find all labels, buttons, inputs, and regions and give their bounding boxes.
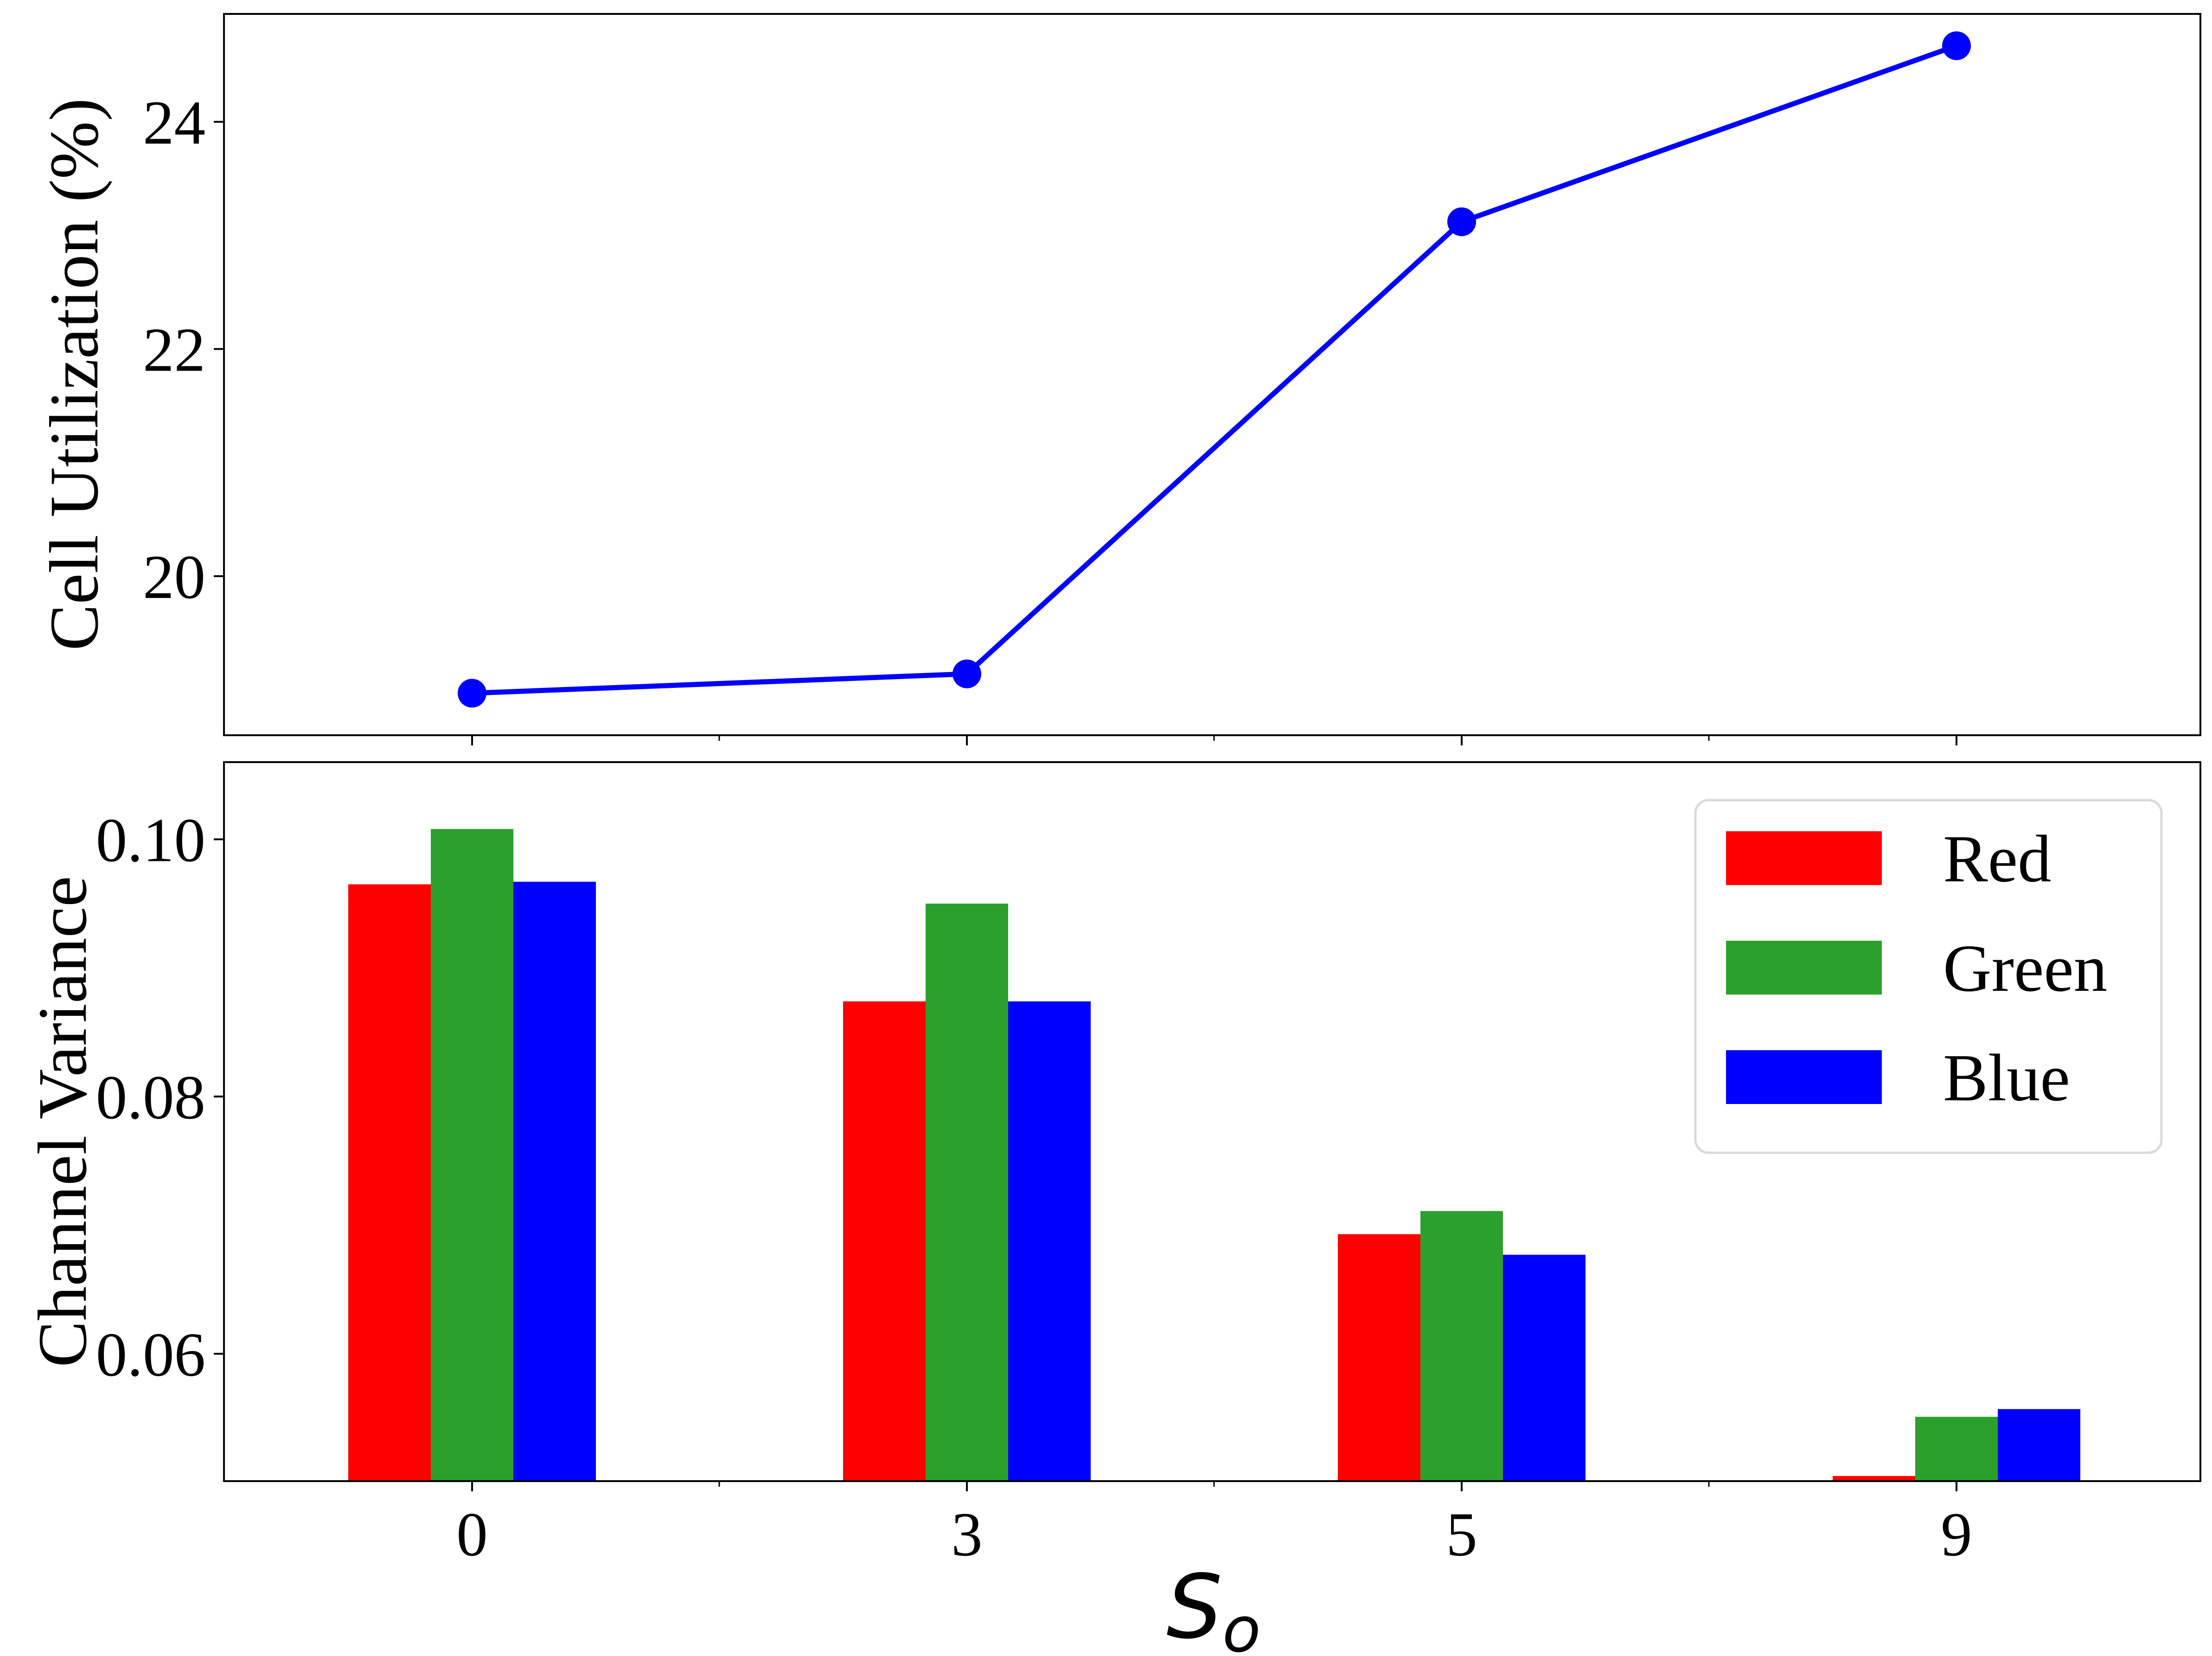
legend-swatch-green — [1726, 941, 1882, 995]
legend: Red Green Blue — [1694, 799, 2163, 1154]
bottom-y-tick-label: 0.10 — [96, 806, 205, 875]
top-y-axis-label: Cell Utilization (%) — [36, 98, 113, 650]
legend-label-blue: Blue — [1943, 1041, 2070, 1115]
x-tick-label: 9 — [1941, 1500, 1972, 1569]
bar-green — [926, 904, 1008, 1481]
x-axis-label: So — [1166, 1556, 1260, 1656]
x-tick-label: 0 — [456, 1500, 488, 1569]
utilization-point — [953, 659, 981, 688]
utilization-point — [1447, 207, 1476, 237]
bar-blue — [1503, 1254, 1585, 1481]
top-plot-frame — [223, 13, 2201, 736]
top-y-tick-label: 20 — [143, 543, 205, 612]
bar-blue — [1008, 1001, 1091, 1481]
bar-green — [1420, 1211, 1503, 1481]
top-line-chart-panel: 20 22 24 Cell Utilization (%) — [36, 13, 2201, 745]
x-axis-label-base: S — [1166, 1556, 1222, 1656]
x-tick-label: 3 — [951, 1500, 983, 1569]
bottom-y-ticks: 0.06 0.08 0.10 — [96, 806, 224, 1389]
utilization-line — [472, 43, 1957, 696]
top-y-tick-label: 22 — [143, 315, 205, 385]
bottom-y-axis-label: Channel Variance — [24, 876, 101, 1367]
bar-red — [843, 1001, 926, 1481]
legend-swatch-red — [1726, 831, 1882, 885]
x-tick-label: 5 — [1446, 1500, 1477, 1569]
top-x-ticks — [471, 735, 1957, 745]
bars-group — [348, 829, 2080, 1481]
bar-red — [348, 884, 431, 1481]
bar-red — [1338, 1234, 1420, 1481]
bottom-y-tick-label: 0.06 — [96, 1320, 205, 1389]
bar-green — [1915, 1417, 1998, 1481]
utilization-point — [458, 679, 486, 708]
legend-label-green: Green — [1943, 931, 2107, 1006]
bottom-plot-frame — [223, 761, 2201, 1482]
x-axis-label-subscript: o — [1222, 1593, 1261, 1656]
top-y-tick-label: 24 — [143, 89, 205, 158]
legend-swatch-blue — [1726, 1050, 1882, 1104]
legend-items: Red Green Blue — [1726, 822, 2107, 1115]
bar-blue — [513, 881, 596, 1481]
legend-label-red: Red — [1943, 822, 2052, 896]
bottom-bar-chart-panel: 0.06 0.08 0.10 0 3 5 9 Channel Variance So Re… — [24, 761, 2201, 1656]
utilization-series — [458, 31, 1971, 708]
bottom-x-ticks: 0 3 5 9 — [456, 1481, 1972, 1569]
bar-blue — [1998, 1409, 2080, 1481]
bar-red — [1833, 1476, 1915, 1481]
bar-green — [431, 829, 513, 1481]
bottom-y-tick-label: 0.08 — [96, 1063, 205, 1132]
top-y-ticks: 20 22 24 — [143, 89, 224, 612]
utilization-point — [1942, 31, 1971, 60]
